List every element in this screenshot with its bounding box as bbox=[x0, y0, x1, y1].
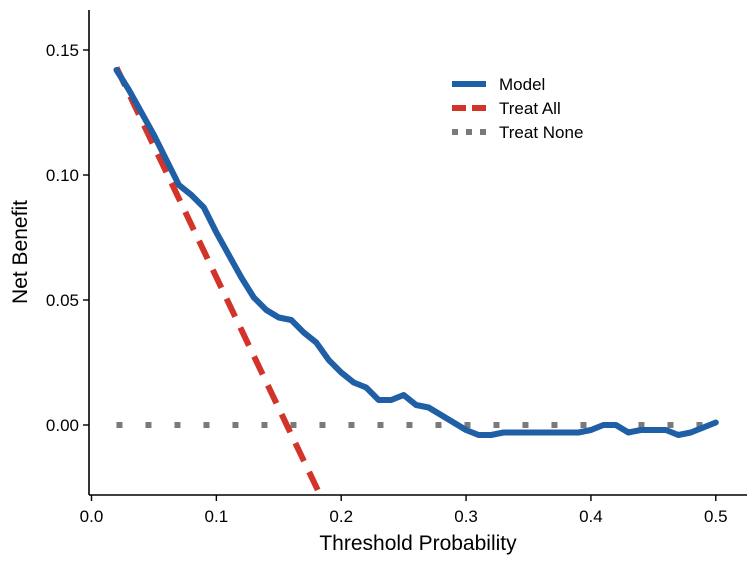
x-tick-label: 0.1 bbox=[205, 507, 229, 526]
x-tick-label: 0.3 bbox=[454, 507, 478, 526]
y-tick-label: 0.00 bbox=[46, 416, 79, 435]
plot-area bbox=[113, 66, 719, 495]
legend-item: Treat All bbox=[452, 99, 561, 118]
legend-label: Model bbox=[499, 75, 545, 94]
y-tick-label: 0.10 bbox=[46, 166, 79, 185]
series-line-model bbox=[113, 67, 719, 438]
x-axis-ticks: 0.0 0.1 0.2 0.3 0.4 0.5 bbox=[80, 495, 728, 526]
y-tick-label: 0.05 bbox=[46, 291, 79, 310]
x-axis-title: Threshold Probability bbox=[319, 532, 517, 555]
series-line-treat-all bbox=[113, 66, 324, 495]
y-tick-label: 0.15 bbox=[46, 41, 79, 60]
x-tick-label: 0.0 bbox=[80, 507, 104, 526]
x-tick-label: 0.5 bbox=[704, 507, 728, 526]
legend-label: Treat None bbox=[499, 123, 583, 142]
legend-item: Treat None bbox=[452, 123, 583, 142]
y-axis-title: Net Benefit bbox=[9, 200, 32, 304]
series-layer bbox=[113, 66, 719, 495]
legend-item: Model bbox=[452, 75, 545, 94]
x-tick-label: 0.2 bbox=[329, 507, 353, 526]
legend: Model Treat All Treat None bbox=[452, 75, 583, 142]
x-tick-label: 0.4 bbox=[579, 507, 603, 526]
legend-label: Treat All bbox=[499, 99, 561, 118]
y-axis-ticks: 0.00 0.05 0.10 0.15 bbox=[46, 41, 89, 435]
